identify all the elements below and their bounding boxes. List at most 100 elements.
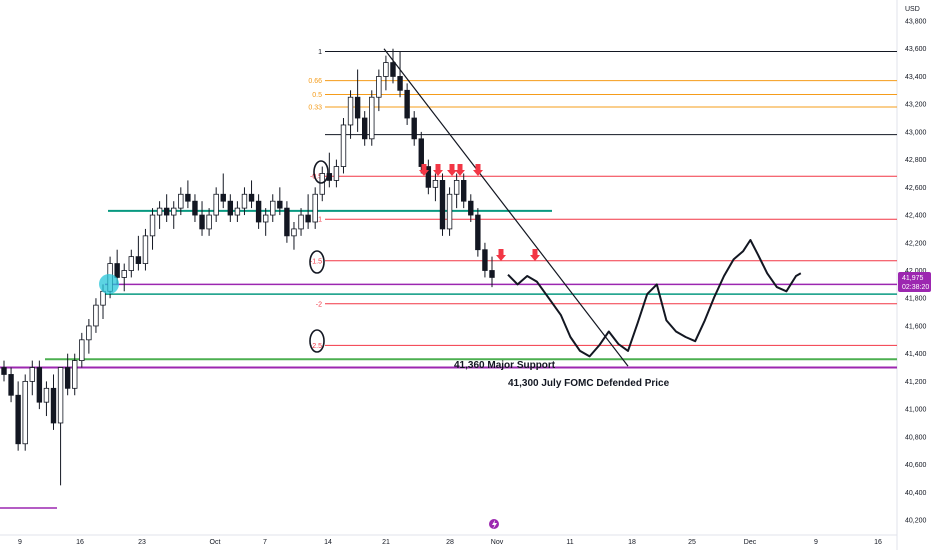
candle-body	[411, 117, 417, 140]
price-tick-label: 42,800	[905, 157, 927, 164]
price-tick-label: 41,000	[905, 407, 927, 414]
candle-body	[383, 62, 389, 77]
hand-circle	[313, 160, 329, 184]
time-tick-label: 28	[446, 539, 454, 546]
candle-body	[262, 214, 269, 223]
current-price-value: 41,975	[902, 275, 924, 282]
down-arrow-icon	[473, 164, 483, 176]
candle-body	[446, 193, 453, 230]
candle-body	[340, 124, 347, 167]
candle-body	[475, 214, 481, 251]
candle-body	[234, 207, 241, 216]
candle-body	[291, 228, 297, 237]
time-tick-label: 21	[382, 539, 390, 546]
annotation-major-support: 41,360 Major Support	[454, 360, 556, 371]
highlight-circle	[99, 274, 119, 294]
price-tick-label: 42,200	[905, 240, 927, 247]
down-arrow-icon	[433, 164, 443, 176]
fib-level-label: -1	[316, 217, 322, 224]
candlesticks	[1, 48, 495, 486]
candle-body	[163, 207, 170, 216]
candle-body	[376, 76, 382, 98]
price-tick-label: 43,000	[905, 129, 927, 136]
candle-body	[50, 387, 57, 424]
price-tick-label: 43,600	[905, 46, 927, 53]
price-tick-label: 40,400	[905, 490, 927, 497]
time-tick-label: 14	[324, 539, 332, 546]
candle-body	[213, 193, 219, 216]
candle-body	[192, 200, 198, 216]
candle-body	[298, 214, 304, 230]
candle-body	[86, 325, 92, 341]
candle-body	[185, 193, 191, 202]
candle-body	[361, 117, 368, 140]
candle-body	[22, 380, 28, 445]
candle-body	[305, 214, 311, 223]
candle-body	[468, 200, 474, 216]
price-tick-label: 41,800	[905, 296, 927, 303]
candle-body	[347, 96, 354, 126]
candle-body	[333, 166, 340, 181]
fib-level-label: 0.33	[308, 104, 322, 111]
down-arrow-icon	[530, 249, 540, 261]
candle-body	[149, 214, 156, 237]
candle-body	[453, 180, 460, 195]
time-tick-label: 23	[138, 539, 146, 546]
candle-body	[79, 339, 85, 361]
candle-body	[15, 394, 21, 445]
current-price-badge: 41,975 02:38:20	[898, 272, 931, 292]
candle-body	[72, 360, 78, 389]
candle-body	[284, 207, 290, 237]
annotation-fomc-price: 41,300 July FOMC Defended Price	[508, 378, 670, 389]
price-tick-label: 41,200	[905, 379, 927, 386]
grid	[0, 0, 898, 550]
price-tick-label: 40,800	[905, 434, 927, 441]
candle-body	[241, 193, 248, 209]
time-tick-label: 16	[76, 539, 84, 546]
time-tick-label: 16	[874, 539, 882, 546]
candle-body	[29, 367, 35, 382]
candle-body	[93, 304, 99, 327]
time-tick-label: Dec	[744, 539, 757, 546]
price-countdown: 02:38:20	[902, 284, 929, 291]
price-tick-label: 43,200	[905, 102, 927, 109]
time-tick-label: 25	[688, 539, 696, 546]
hand-circle	[309, 329, 325, 353]
candle-body	[57, 367, 64, 424]
candle-body	[482, 249, 488, 271]
candle-body	[255, 200, 262, 223]
candle-body	[171, 207, 177, 216]
price-tick-label: 42,000	[905, 268, 927, 275]
candle-body	[425, 166, 432, 188]
down-arrow-icon	[496, 249, 506, 261]
candle-body	[489, 270, 495, 278]
drawings	[99, 48, 802, 367]
time-axis[interactable]: 9 16 23 Oct 7 14 21 28 Nov 11 18 25 Dec 9 16	[18, 519, 882, 546]
price-tick-label: 40,200	[905, 518, 927, 525]
candle-body	[206, 214, 212, 230]
time-tick-label: 11	[566, 539, 573, 546]
down-arrow-icon	[447, 164, 457, 176]
price-tick-label: 41,400	[905, 351, 927, 358]
time-tick-label: Nov	[491, 539, 504, 546]
candle-body	[270, 200, 276, 216]
fib-level-label: 0.5	[312, 92, 322, 99]
horizontal-levels: 1 0.66 0.5 0.33 -0.5 -1 -1.5 -2 -2.5	[0, 49, 897, 509]
price-axis[interactable]: 43,800 43,600 43,400 43,200 43,000 42,800 42,6…	[905, 19, 927, 525]
candle-body	[156, 207, 163, 216]
candle-body	[64, 367, 71, 389]
candle-body	[36, 367, 43, 403]
candle-body	[128, 256, 135, 271]
candle-body	[418, 138, 424, 167]
candle-body	[390, 62, 396, 77]
candle-body	[8, 374, 14, 396]
fib-level-label: 0.66	[308, 78, 322, 85]
candle-body	[220, 193, 226, 202]
candle-body	[277, 200, 283, 209]
fib-level-label: 1	[318, 49, 322, 56]
time-tick-label: Oct	[210, 539, 221, 546]
time-tick-label: 9	[18, 539, 22, 546]
price-tick-label: 42,600	[905, 185, 927, 192]
price-tick-label: 41,600	[905, 323, 927, 330]
